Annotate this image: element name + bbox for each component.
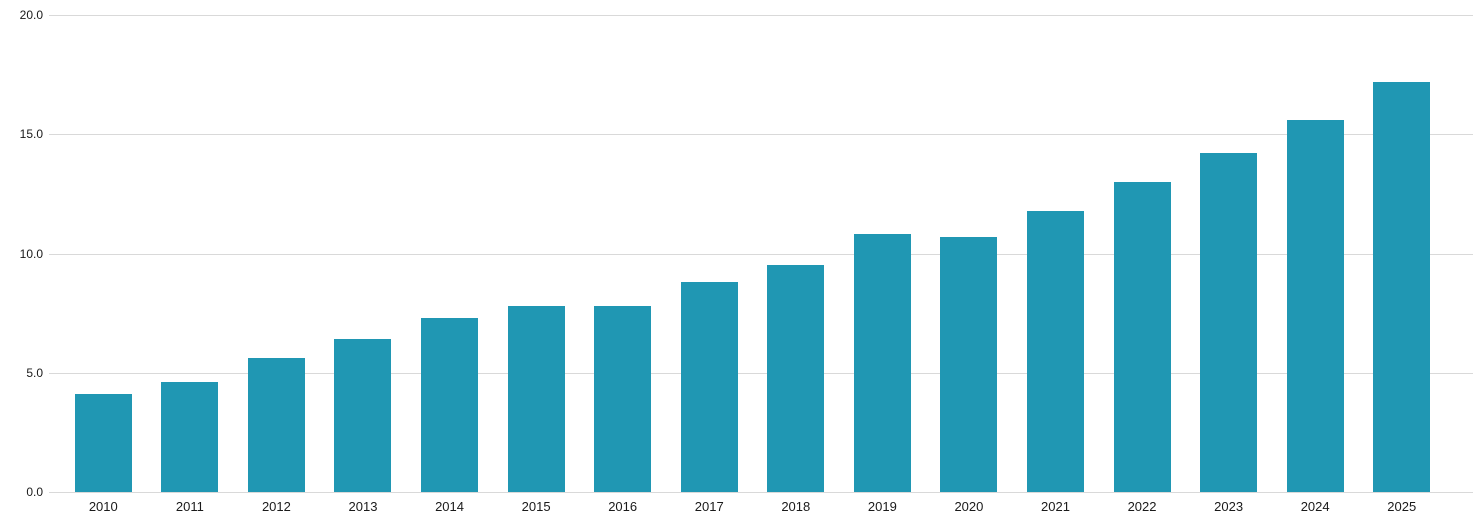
y-axis-tick-label: 0.0 (26, 485, 43, 499)
bar-band (666, 15, 753, 492)
bar-band (926, 15, 1013, 492)
y-axis-tick-label: 5.0 (26, 365, 43, 380)
x-axis-label: 2010 (88, 499, 118, 514)
bar-2018[interactable] (767, 265, 825, 492)
y-axis-tick-label: 20.0 (19, 8, 43, 22)
gridline (49, 253, 1473, 255)
x-axis-label: 2020 (954, 499, 984, 514)
bar-2021[interactable] (1026, 210, 1084, 492)
bar-band (753, 15, 840, 492)
x-axis-label: 2018 (781, 499, 811, 514)
bar-band (1185, 15, 1272, 492)
bar-band (147, 15, 234, 492)
x-axis-label: 2021 (1041, 499, 1070, 514)
bar-band (406, 15, 493, 492)
bar-2016[interactable] (594, 305, 652, 492)
x-axis-label: 2024 (1300, 499, 1330, 514)
bar-2013[interactable] (334, 339, 392, 492)
x-axis-label: 2012 (261, 499, 291, 514)
gridlines-layer (49, 15, 1473, 493)
bar-2022[interactable] (1113, 181, 1171, 492)
gridline (49, 15, 1473, 16)
bar-band (320, 15, 407, 492)
x-axis-label: 2017 (694, 499, 724, 514)
plot-area (60, 15, 1445, 492)
x-axis-label: 2013 (348, 499, 378, 514)
bar-band (1099, 15, 1186, 492)
bar-2014[interactable] (421, 317, 479, 492)
bar-band (1358, 15, 1445, 492)
bar-band (60, 15, 147, 492)
x-axis-label: 2016 (608, 499, 638, 514)
gridline (49, 372, 1473, 374)
bar-band (1012, 15, 1099, 492)
bar-band (579, 15, 666, 492)
x-axis-label: 2015 (521, 499, 551, 514)
x-axis: 2010 2011 2012 2013 2014 2015 2016 2017 2018 2019… (60, 499, 1445, 519)
bar-2017[interactable] (680, 282, 738, 492)
x-axis-label: 2023 (1214, 499, 1244, 514)
x-axis-label: 2011 (175, 499, 204, 514)
bar-2020[interactable] (940, 236, 998, 492)
bar-2025[interactable] (1373, 81, 1431, 492)
x-axis-label: 2022 (1127, 499, 1157, 514)
bar-band (233, 15, 320, 492)
y-axis-tick-label: 10.0 (19, 246, 43, 261)
x-axis-label: 2014 (435, 499, 464, 514)
bar-2011[interactable] (161, 382, 219, 492)
bar-band (839, 15, 926, 492)
bar-2024[interactable] (1286, 119, 1344, 492)
bar-band (1272, 15, 1359, 492)
bar-2012[interactable] (247, 358, 305, 492)
bar-2010[interactable] (74, 394, 132, 492)
gridline (49, 134, 1473, 136)
bar-2023[interactable] (1200, 153, 1258, 492)
y-axis: 0.0 5.0 10.0 15.0 20.0 (0, 9, 43, 498)
y-axis-tick-label: 15.0 (19, 127, 43, 142)
bar-2019[interactable] (853, 234, 911, 492)
bar-2015[interactable] (507, 305, 565, 492)
x-axis-label: 2025 (1387, 499, 1417, 514)
x-axis-label: 2019 (867, 499, 897, 514)
bar-band (493, 15, 580, 492)
gridline (49, 492, 1473, 493)
